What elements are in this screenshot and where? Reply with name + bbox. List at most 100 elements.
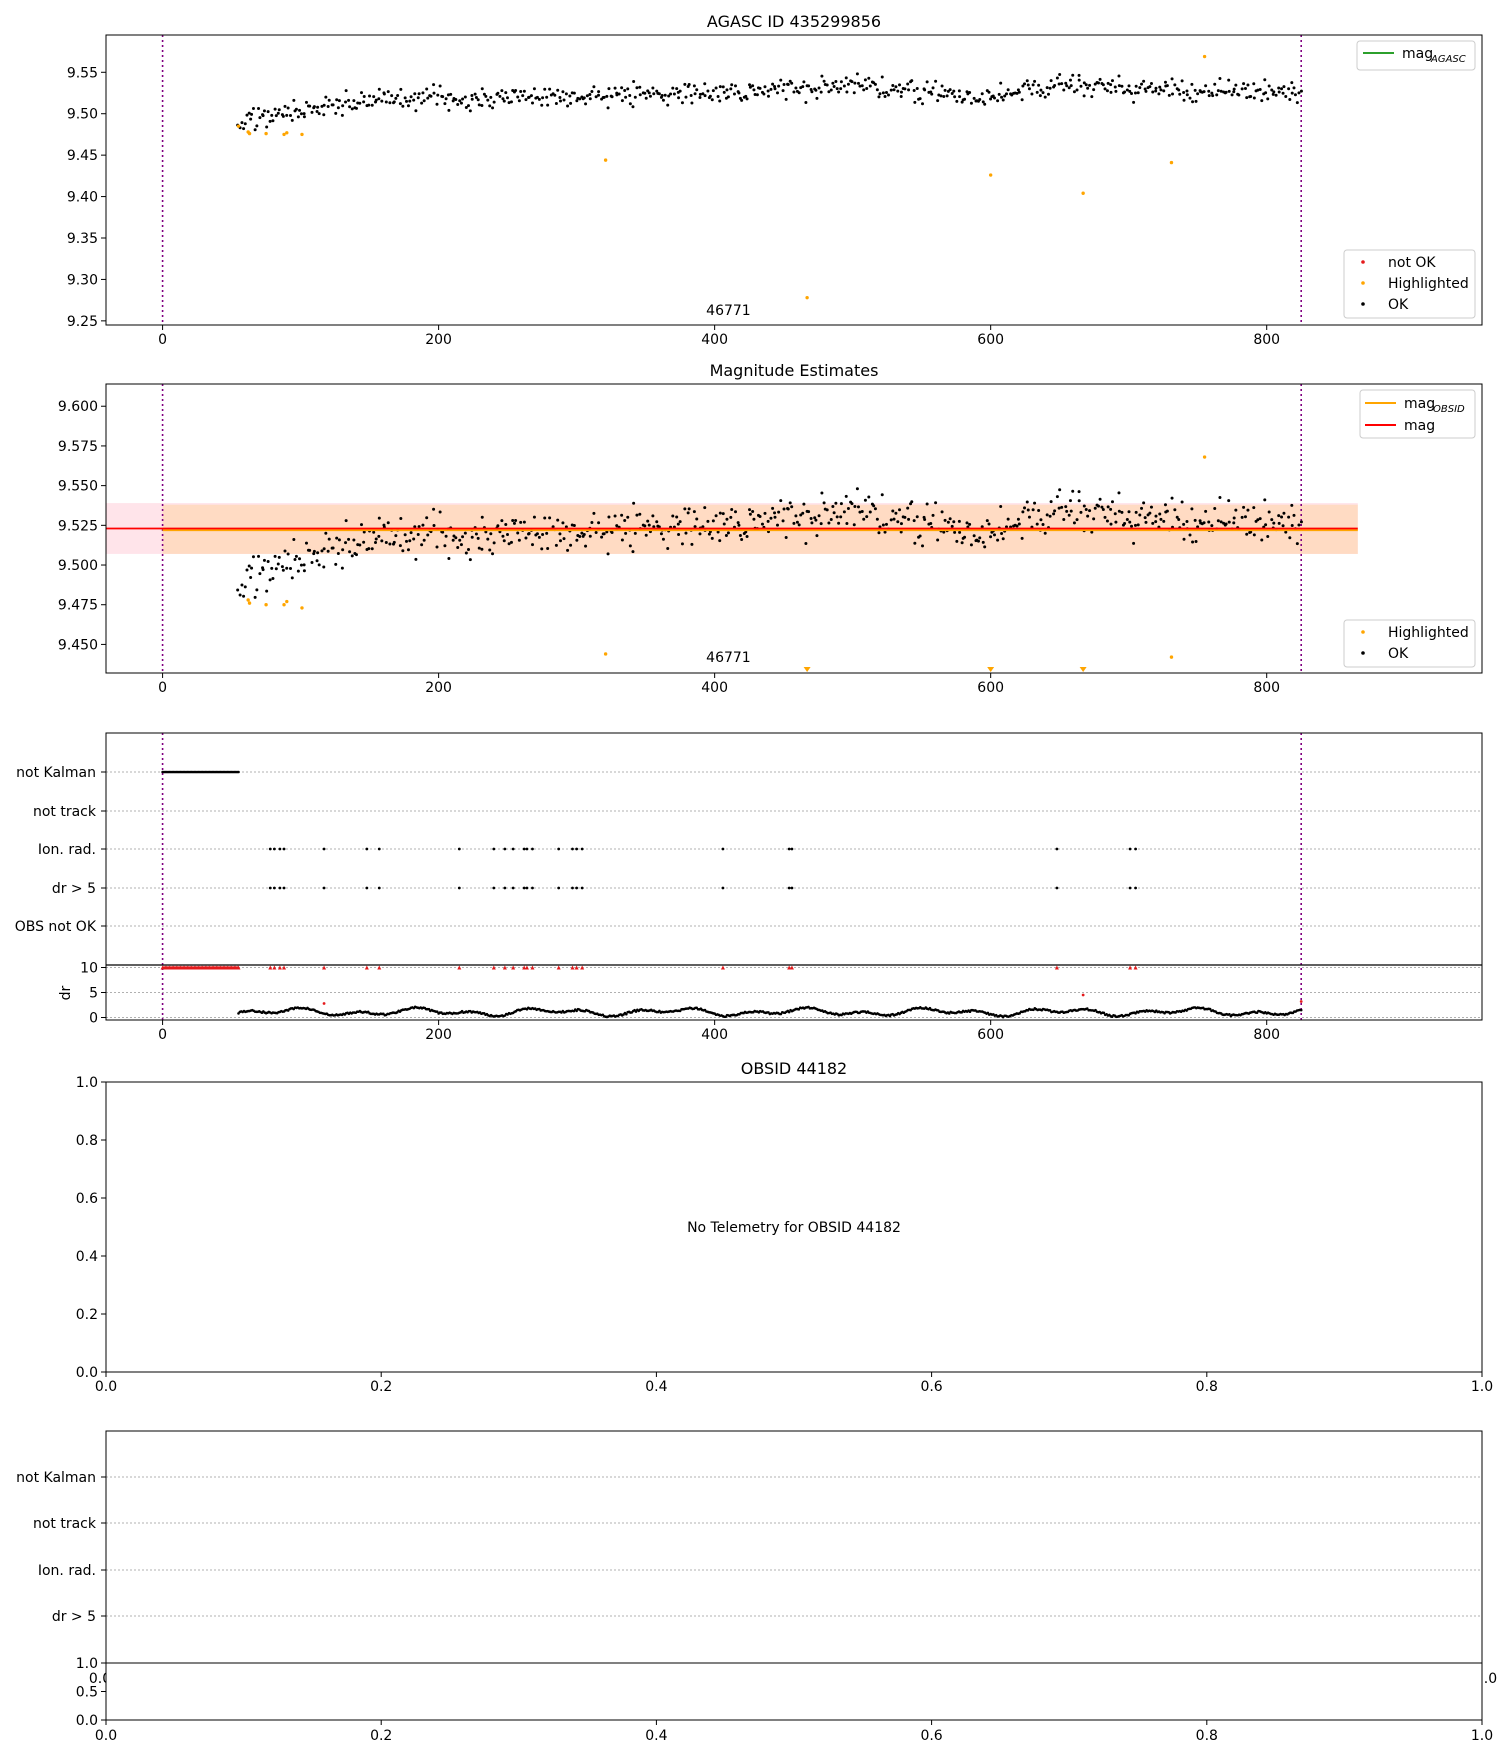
mag-ok-point xyxy=(489,532,493,536)
agasc-ok-point xyxy=(855,72,859,76)
mag-ok-point xyxy=(915,515,919,519)
mag-ok-point xyxy=(771,506,775,510)
agasc-ytick-label: 9.45 xyxy=(67,148,98,164)
mag-ok-point xyxy=(403,533,407,537)
mag-ok-point xyxy=(308,548,312,552)
dr-not-ok-marker xyxy=(322,965,327,970)
agasc-ok-point xyxy=(960,100,964,104)
mag-ok-point xyxy=(1048,514,1052,518)
agasc-ok-point xyxy=(553,93,557,97)
mag-ok-point xyxy=(632,501,636,505)
agasc-ok-point xyxy=(950,92,954,96)
mag-ok-point xyxy=(1249,530,1253,534)
agasc-ok-point xyxy=(671,86,675,90)
mag-ok-point xyxy=(884,522,888,526)
mag-ok-point xyxy=(1240,515,1244,519)
agasc-ok-point xyxy=(514,88,518,92)
agasc-ok-point xyxy=(380,99,384,103)
agasc-ok-point xyxy=(384,100,388,104)
mag-ok-point xyxy=(1258,517,1262,521)
agasc-ok-point xyxy=(382,92,386,96)
mag-ok-point xyxy=(710,536,714,540)
agasc-ok-point xyxy=(1182,98,1186,102)
dr-gt-5-marker xyxy=(377,886,381,890)
agasc-ok-point xyxy=(1227,89,1231,93)
agasc-ok-point xyxy=(773,85,777,89)
mag-ok-point xyxy=(281,568,285,572)
agasc-legend-line-label: mag xyxy=(1402,46,1433,62)
agasc-ok-point xyxy=(889,88,893,92)
agasc-ok-point xyxy=(344,89,348,93)
mag-ok-point xyxy=(1077,490,1081,494)
agasc-ok-point xyxy=(585,94,589,98)
mag-ok-point xyxy=(929,522,933,526)
mag-ok-point xyxy=(1143,516,1147,520)
agasc-ok-point xyxy=(1055,76,1059,80)
agasc-ok-point xyxy=(537,97,541,101)
mag-ok-point xyxy=(1246,508,1250,512)
mag-ok-point xyxy=(1090,530,1094,534)
agasc-ok-point xyxy=(875,88,879,92)
mag-ok-point xyxy=(1106,505,1110,509)
mag-ok-point xyxy=(850,502,854,506)
dr-not-ok-marker xyxy=(491,965,496,970)
mag-ok-point xyxy=(341,548,345,552)
agasc-ok-point xyxy=(740,98,744,102)
agasc-ok-point xyxy=(638,85,642,89)
mag-ok-point xyxy=(1058,488,1062,492)
dr-ok-point xyxy=(625,1012,628,1016)
agasc-ok-point xyxy=(907,88,911,92)
agasc-ok-point xyxy=(529,94,533,98)
mag-ok-point xyxy=(1277,521,1281,525)
agasc-ok-point xyxy=(942,95,946,99)
dr-gt-5-marker xyxy=(522,886,526,890)
mag-ok-point xyxy=(675,515,679,519)
mag-ok-point xyxy=(846,507,850,511)
mag-ok-point xyxy=(953,530,957,534)
agasc-ok-point xyxy=(1249,94,1253,98)
mag-ok-point xyxy=(853,505,857,509)
mag-ok-point xyxy=(1130,524,1134,528)
dr-xtick-label: 600 xyxy=(977,1027,1004,1043)
agasc-ok-point xyxy=(1110,79,1114,83)
mag-ok-point xyxy=(1297,523,1301,527)
mag-ok-point xyxy=(607,515,611,519)
mag-ok-point xyxy=(354,553,358,557)
agasc-ok-point xyxy=(898,83,902,87)
agasc-ok-point xyxy=(1060,82,1064,86)
mag-ok-point xyxy=(638,512,642,516)
agasc-ok-point xyxy=(781,89,785,93)
ion-rad-marker xyxy=(278,847,282,851)
mag-ok-point xyxy=(491,552,495,556)
mag-ok-point xyxy=(845,522,849,526)
agasc-ok-point xyxy=(286,106,290,110)
agasc-ok-point xyxy=(535,95,539,99)
agasc-ok-point xyxy=(777,84,781,88)
mag-ok-point xyxy=(1033,501,1037,505)
mag-ok-point xyxy=(1232,521,1236,525)
agasc-ok-point xyxy=(1271,92,1275,96)
agasc-ok-point xyxy=(372,95,376,99)
ion-rad-marker xyxy=(511,847,515,851)
agasc-ok-point xyxy=(829,88,833,92)
mag-ok-point xyxy=(863,498,867,502)
mag-ok-point xyxy=(892,517,896,521)
agasc-ok-point xyxy=(832,84,836,88)
mag-ok-point xyxy=(474,532,478,536)
agasc-ok-point xyxy=(892,88,896,92)
ion-rad-marker xyxy=(272,847,276,851)
agasc-ok-point xyxy=(1295,101,1299,105)
mag-ok-point xyxy=(451,538,455,542)
mag-ok-point xyxy=(1227,520,1231,524)
mag-ok-point xyxy=(266,560,270,564)
agasc-ok-point xyxy=(751,84,755,88)
agasc-ok-point xyxy=(936,99,940,103)
agasc-legend-point-label: not OK xyxy=(1388,255,1436,271)
mag-ok-point xyxy=(751,510,755,514)
flags-empty-row-label: not Kalman xyxy=(16,1470,96,1486)
agasc-ok-point xyxy=(698,92,702,96)
agasc-ok-point xyxy=(1281,91,1285,95)
mag-ok-point xyxy=(880,493,884,497)
agasc-ok-point xyxy=(1154,89,1158,93)
mag-ok-point xyxy=(242,594,246,598)
